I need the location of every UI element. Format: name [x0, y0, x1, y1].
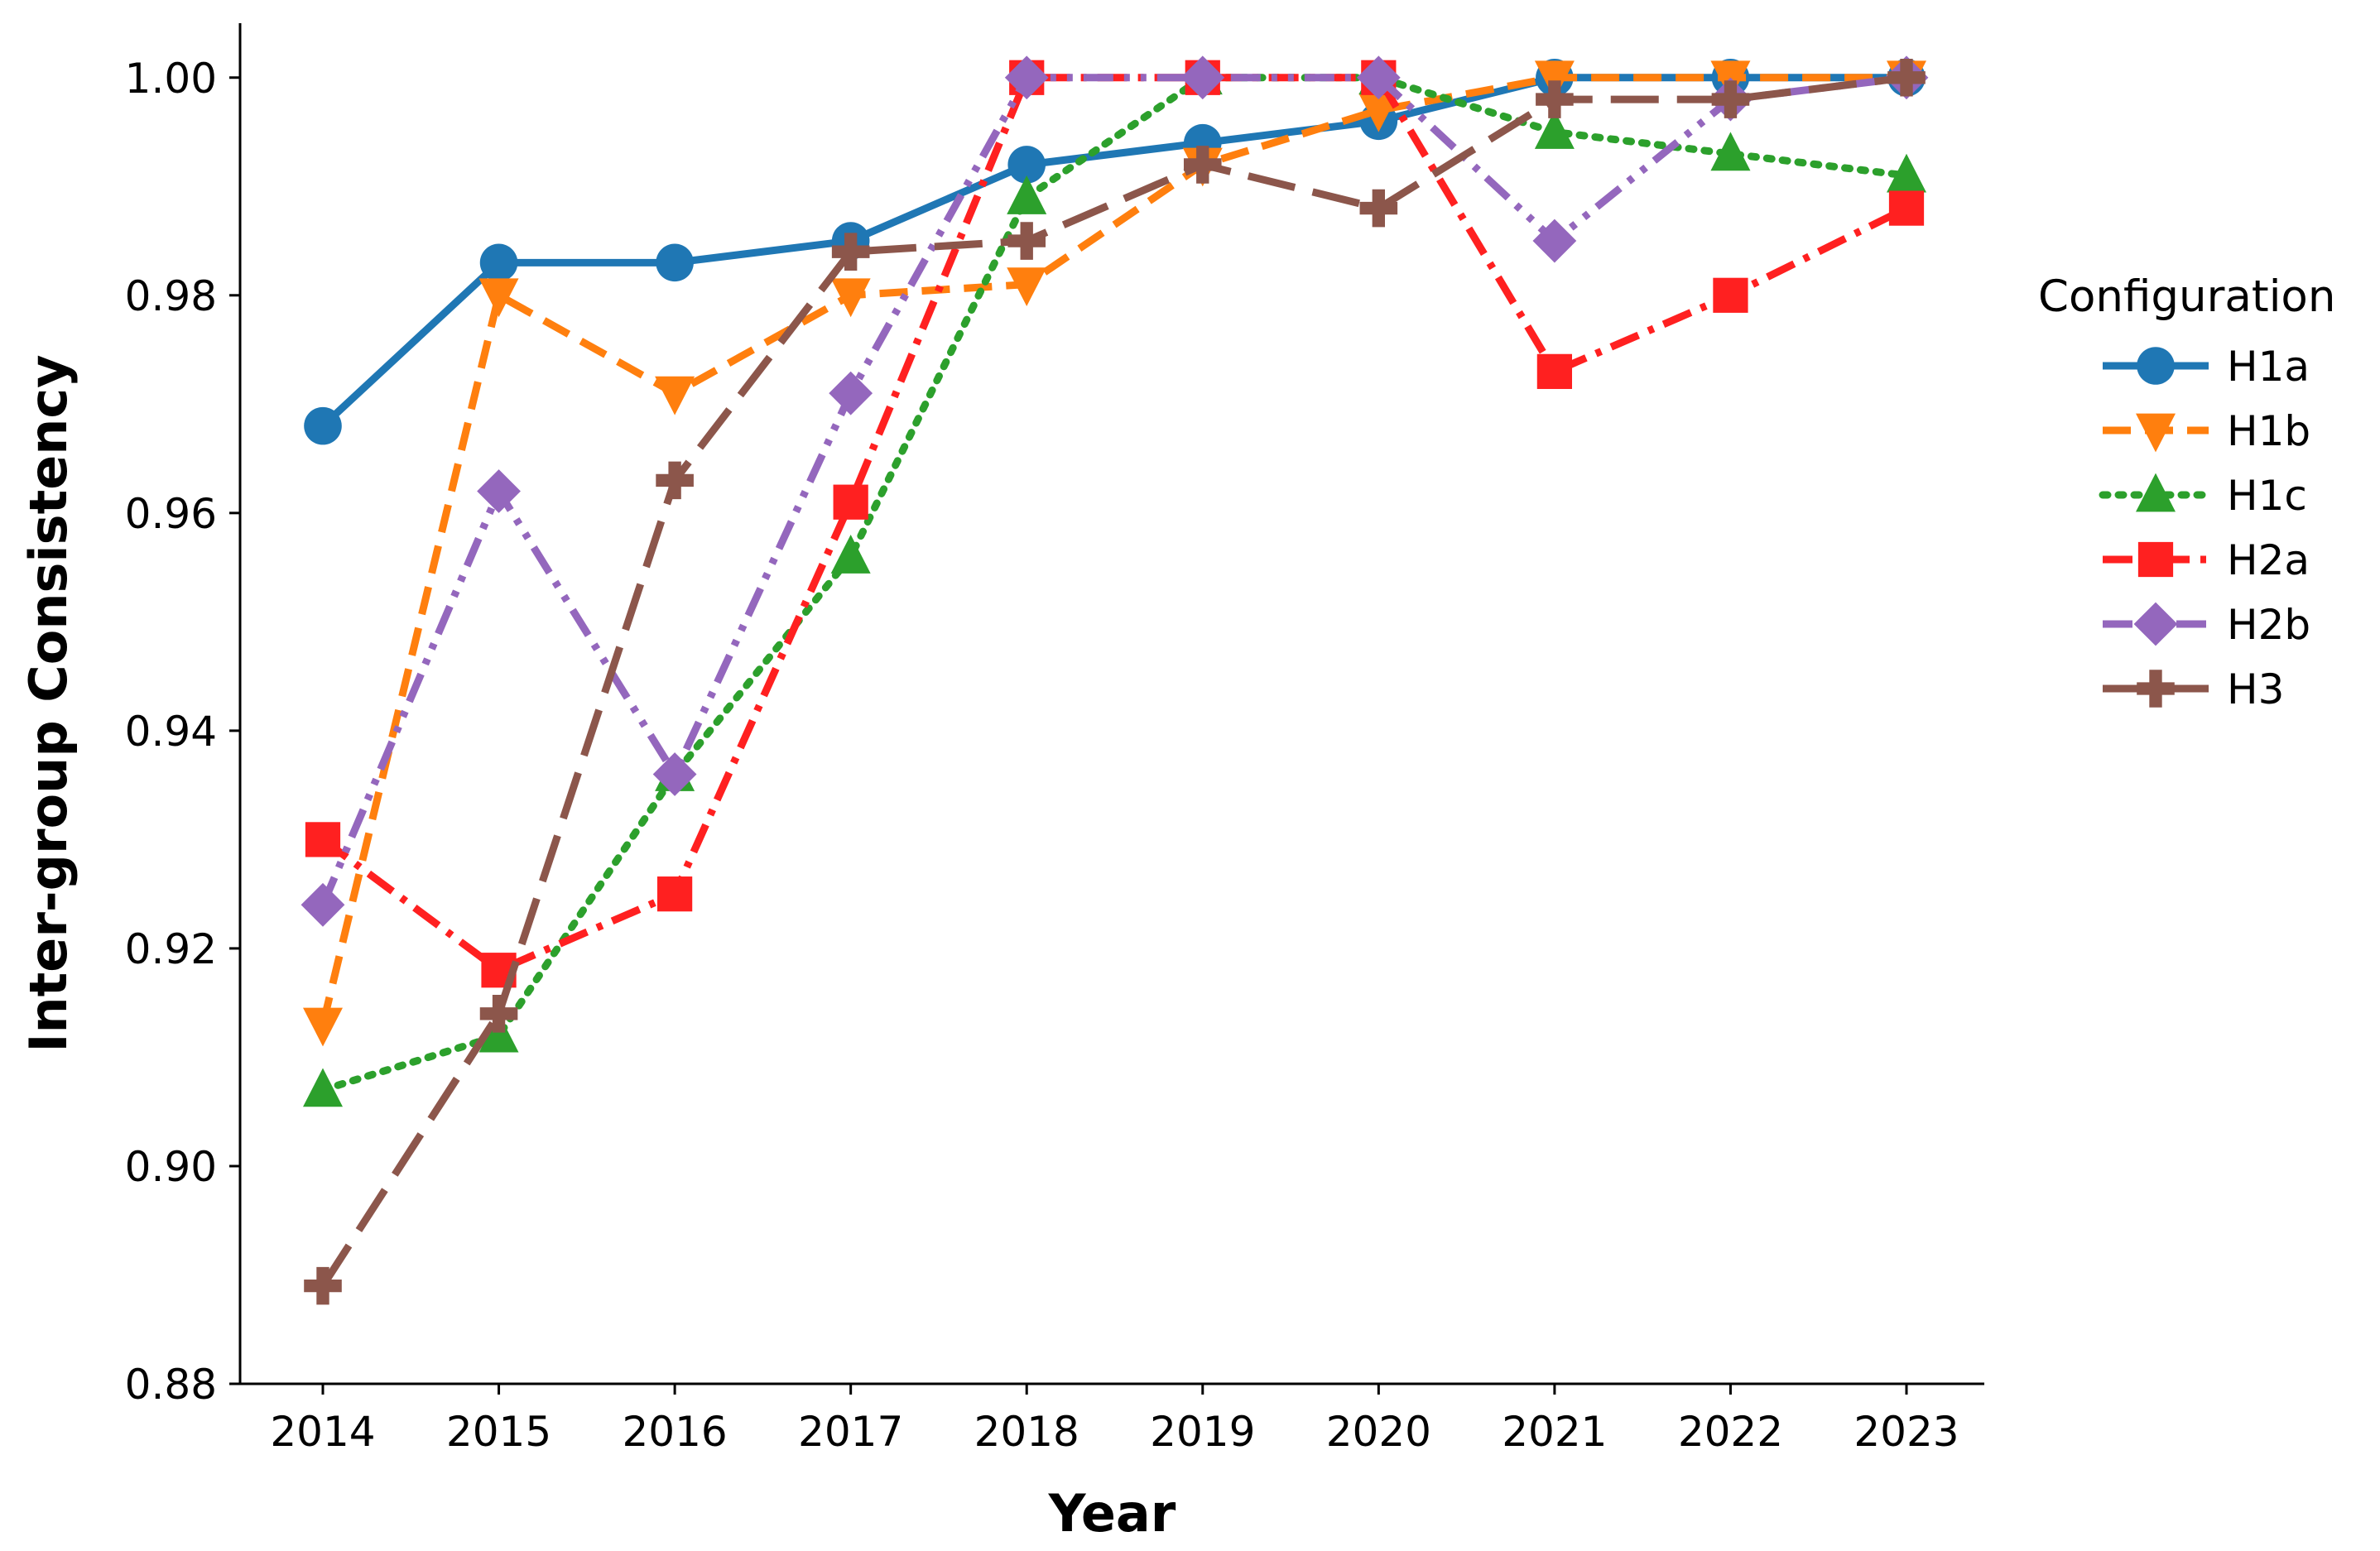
data-point	[1534, 60, 1575, 100]
series-line	[319, 74, 1906, 1026]
x-tick-label: 2017	[798, 1408, 903, 1456]
legend-item-h2a: H2a	[2103, 536, 2310, 584]
y-tick-label: 1.00	[125, 55, 217, 103]
data-point	[829, 371, 873, 415]
data-point	[1710, 132, 1751, 171]
y-tick-label: 0.98	[125, 272, 217, 320]
y-tick-label: 0.96	[125, 490, 217, 538]
y-tick-label: 0.90	[125, 1143, 217, 1191]
data-point	[1183, 146, 1222, 184]
data-point	[1180, 55, 1225, 100]
legend-marker	[2137, 670, 2175, 708]
y-tick-label: 0.94	[125, 708, 217, 756]
legend-marker	[2136, 413, 2176, 453]
legend-label: H1a	[2227, 343, 2310, 391]
data-point	[478, 1013, 519, 1053]
legend-label: H1c	[2227, 472, 2307, 520]
data-point	[479, 995, 518, 1033]
legend-item-h1a: H1a	[2103, 343, 2310, 391]
legend-marker	[2136, 473, 2176, 512]
data-point	[1536, 80, 1574, 118]
data-point	[478, 278, 519, 318]
legend-label: H3	[2227, 665, 2284, 713]
data-point	[477, 469, 521, 513]
data-point	[1711, 80, 1750, 118]
legend-item-h2b: H2b	[2103, 601, 2310, 649]
data-point	[303, 1068, 343, 1107]
data-point	[833, 484, 868, 520]
legend-marker	[2133, 602, 2178, 646]
x-tick-label: 2020	[1326, 1408, 1431, 1456]
data-point	[304, 406, 342, 445]
data-point	[1887, 153, 1926, 193]
legend-marker	[2137, 347, 2175, 385]
data-point	[1004, 55, 1049, 100]
data-point	[655, 376, 695, 415]
data-point	[1887, 58, 1926, 97]
series-h1a	[304, 58, 1926, 445]
series-h2a	[305, 60, 1925, 988]
legend-item-h1c: H1c	[2099, 472, 2307, 520]
x-tick-label: 2018	[974, 1408, 1079, 1456]
series-h2b	[301, 55, 1929, 927]
data-point	[304, 1266, 342, 1305]
x-tick-label: 2014	[270, 1408, 375, 1456]
y-tick-label: 0.92	[125, 925, 217, 973]
data-point	[1359, 189, 1398, 228]
data-point	[830, 278, 871, 318]
data-point	[656, 876, 693, 912]
series-line	[320, 74, 1906, 429]
data-point	[1358, 93, 1399, 132]
legend-label: H1b	[2227, 407, 2310, 455]
x-tick-label: 2021	[1502, 1408, 1607, 1456]
series-line	[319, 74, 1911, 1094]
data-point	[1007, 146, 1046, 184]
series-line	[320, 74, 1907, 1289]
data-point	[1356, 55, 1401, 100]
y-tick-label: 0.88	[125, 1361, 217, 1409]
x-tick-label: 2015	[446, 1408, 551, 1456]
legend: Configuration H1a H1b H1c H2a H2b H3	[2038, 271, 2335, 713]
axes-layer	[238, 23, 1984, 1385]
data-point	[656, 243, 694, 282]
series-line	[320, 74, 1908, 974]
x-tick-label: 2019	[1150, 1408, 1255, 1456]
legend-item-h3: H3	[2103, 665, 2284, 713]
data-point	[479, 243, 518, 282]
series-h1b	[303, 60, 1926, 1047]
data-point	[1007, 222, 1046, 260]
data-point	[1536, 353, 1573, 389]
data-point	[1007, 267, 1047, 307]
x-tick-label: 2016	[622, 1408, 727, 1456]
legend-label: H2a	[2227, 536, 2310, 584]
x-axis-title: Year	[1048, 1483, 1176, 1544]
x-tick-label: 2023	[1854, 1408, 1959, 1456]
legend-title: Configuration	[2038, 271, 2335, 322]
data-point	[1532, 218, 1577, 263]
data-point	[1007, 175, 1047, 214]
data-point	[656, 461, 694, 500]
series-line	[319, 74, 1907, 907]
series-h3	[304, 58, 1926, 1305]
x-tick-label: 2022	[1678, 1408, 1783, 1456]
series-layer	[301, 55, 1929, 1305]
data-point	[652, 752, 697, 796]
legend-item-h1b: H1b	[2103, 407, 2310, 455]
data-point	[303, 1007, 343, 1047]
legend-marker	[2137, 541, 2174, 578]
data-point	[831, 233, 870, 271]
data-point	[301, 882, 345, 927]
legend-label: H2b	[2227, 601, 2310, 649]
y-axis-title: Inter-group Consistency	[18, 354, 79, 1052]
ticks-layer: 2014 2015 2016 2017 2018 2019 2020 2021 2022 2023…	[125, 55, 1959, 1456]
data-point	[1888, 190, 1925, 226]
data-point	[1534, 110, 1575, 149]
data-point	[305, 822, 341, 857]
data-point	[1713, 277, 1748, 313]
data-point	[830, 535, 871, 574]
